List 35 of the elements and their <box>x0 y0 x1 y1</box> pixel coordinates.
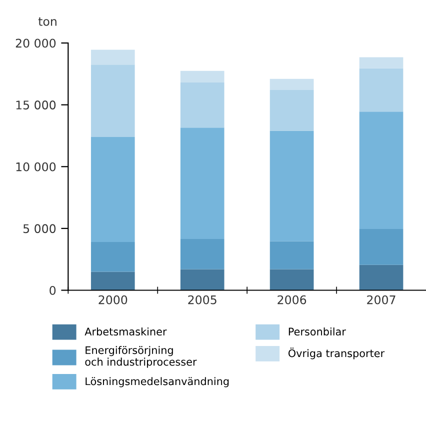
bar <box>90 272 135 290</box>
y-tick-label: 10 000 <box>16 162 56 172</box>
bar <box>180 70 224 83</box>
x-tick-label: 2005 <box>188 295 216 304</box>
x-tick-label: 2007 <box>367 295 396 304</box>
x-tick-label: 2000 <box>98 295 128 304</box>
bar <box>180 128 224 239</box>
bar <box>90 136 135 242</box>
x-tick-label: 2006 <box>278 295 306 304</box>
bar <box>359 112 404 230</box>
bar <box>270 241 314 270</box>
bar <box>359 57 404 68</box>
bar <box>180 82 224 128</box>
y-tick-label: 20 000 <box>16 38 56 48</box>
bar <box>90 64 135 137</box>
bar <box>270 90 314 131</box>
bar <box>359 264 404 290</box>
bar <box>180 269 224 290</box>
bar <box>359 68 404 112</box>
bar <box>180 238 224 270</box>
y-tick-label: 5 000 <box>23 224 56 234</box>
y-axis-title: ton <box>38 17 56 26</box>
y-tick-label: 15 000 <box>16 100 56 110</box>
legend-label: Arbetsmaskiner <box>84 327 167 336</box>
y-tick-label: 0 <box>50 286 56 295</box>
bar <box>90 50 135 65</box>
bar <box>270 269 314 290</box>
bar <box>270 130 314 242</box>
legend-label: Lösningsmedelsanvändning <box>86 377 229 388</box>
legend-label: Personbilar <box>288 327 346 336</box>
legend-label: Energiförsörjning och industriprocesser <box>85 346 197 368</box>
bar <box>90 242 135 272</box>
bar <box>270 78 314 90</box>
legend-label: Övriga transporter <box>288 348 385 360</box>
bar <box>359 229 404 265</box>
